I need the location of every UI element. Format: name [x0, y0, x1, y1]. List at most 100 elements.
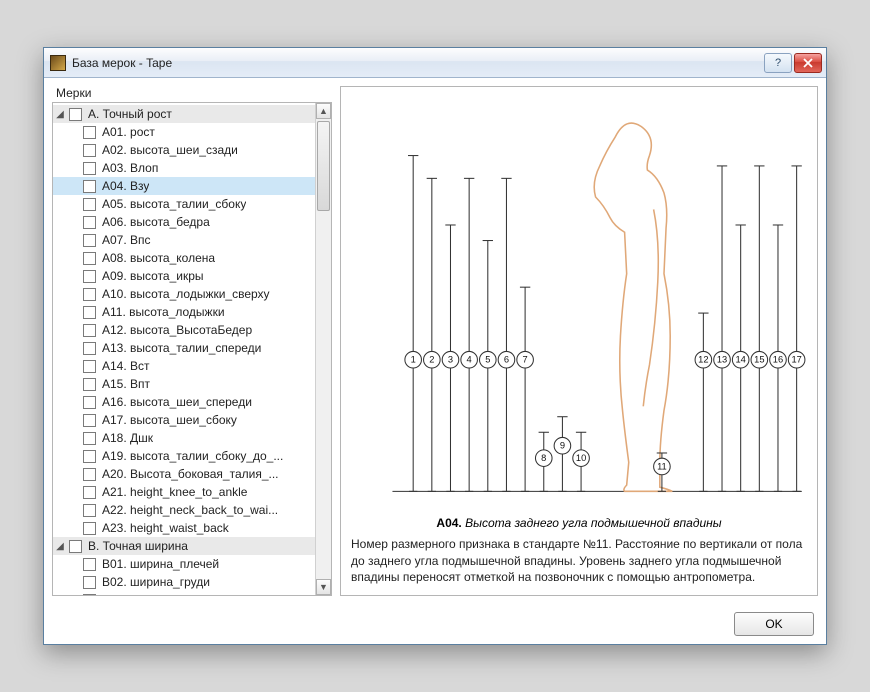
svg-text:15: 15 [754, 355, 764, 365]
checkbox[interactable] [83, 324, 96, 337]
checkbox[interactable] [83, 234, 96, 247]
checkbox[interactable] [83, 594, 96, 596]
svg-text:16: 16 [773, 355, 783, 365]
item-label: A04. Взу [102, 179, 149, 193]
svg-text:14: 14 [735, 355, 745, 365]
item-label: A05. высота_талии_сбоку [102, 197, 246, 211]
checkbox[interactable] [83, 270, 96, 283]
item-label: A02. высота_шеи_сзади [102, 143, 238, 157]
measurements-panel: Мерки ◢A. Точный рост A01. рост A02. высот… [52, 86, 332, 596]
tree-item[interactable]: A02. высота_шеи_сзади [53, 141, 315, 159]
item-label: A07. Впс [102, 233, 151, 247]
tree-item[interactable]: A14. Вст [53, 357, 315, 375]
checkbox[interactable] [83, 144, 96, 157]
item-label: A20. Высота_боковая_талия_... [102, 467, 279, 481]
scrollbar[interactable]: ▲ ▼ [315, 103, 331, 595]
tree-item[interactable]: A11. высота_лодыжки [53, 303, 315, 321]
tree-item[interactable]: A03. Влоп [53, 159, 315, 177]
checkbox[interactable] [83, 216, 96, 229]
item-label: A14. Вст [102, 359, 150, 373]
checkbox[interactable] [83, 378, 96, 391]
checkbox[interactable] [83, 522, 96, 535]
svg-text:5: 5 [485, 355, 490, 365]
scroll-down-button[interactable]: ▼ [316, 579, 331, 595]
checkbox[interactable] [83, 558, 96, 571]
svg-text:2: 2 [429, 355, 434, 365]
checkbox[interactable] [69, 108, 82, 121]
svg-text:11: 11 [657, 461, 667, 471]
tree-item[interactable]: A22. height_neck_back_to_wai... [53, 501, 315, 519]
checkbox[interactable] [83, 198, 96, 211]
item-label: B02. ширина_груди [102, 575, 210, 589]
item-label: A09. высота_икры [102, 269, 204, 283]
checkbox[interactable] [83, 126, 96, 139]
item-label: A23. height_waist_back [102, 521, 229, 535]
measurement-caption: A04. Высота заднего угла подмышечной впа… [351, 516, 807, 530]
item-label: A22. height_neck_back_to_wai... [102, 503, 278, 517]
item-label: A01. рост [102, 125, 155, 139]
tree-item[interactable]: A17. высота_шеи_сбоку [53, 411, 315, 429]
checkbox[interactable] [83, 396, 96, 409]
checkbox[interactable] [83, 342, 96, 355]
checkbox[interactable] [83, 306, 96, 319]
tree-item[interactable]: A21. height_knee_to_ankle [53, 483, 315, 501]
tree-item[interactable]: B01. ширина_плечей [53, 555, 315, 573]
checkbox[interactable] [83, 180, 96, 193]
checkbox[interactable] [83, 450, 96, 463]
checkbox[interactable] [69, 540, 82, 553]
checkbox[interactable] [83, 504, 96, 517]
tree-item[interactable]: A05. высота_талии_сбоку [53, 195, 315, 213]
tree-group[interactable]: ◢B. Точная ширина [53, 537, 315, 555]
tree-item[interactable]: A10. высота_лодыжки_сверху [53, 285, 315, 303]
item-label: A08. высота_колена [102, 251, 215, 265]
item-label: A16. высота_шеи_спереди [102, 395, 252, 409]
tree-item[interactable]: A18. Дшк [53, 429, 315, 447]
tree-group[interactable]: ◢A. Точный рост [53, 105, 315, 123]
tree-item[interactable]: A09. высота_икры [53, 267, 315, 285]
checkbox[interactable] [83, 576, 96, 589]
tree-item[interactable]: A04. Взу [53, 177, 315, 195]
ok-button[interactable]: OK [734, 612, 814, 636]
titlebar[interactable]: База мерок - Tape ? [44, 48, 826, 78]
dialog-footer: OK [44, 604, 826, 644]
measurement-diagram: 1234567891011121314151617 [351, 93, 807, 512]
tree-item[interactable]: A13. высота_талии_спереди [53, 339, 315, 357]
item-label: A15. Впт [102, 377, 150, 391]
close-button[interactable] [794, 53, 822, 73]
app-icon [50, 55, 66, 71]
checkbox[interactable] [83, 252, 96, 265]
panel-caption: Мерки [56, 86, 332, 100]
tree-item[interactable]: A08. высота_колена [53, 249, 315, 267]
tree-item[interactable]: A16. высота_шеи_спереди [53, 393, 315, 411]
svg-text:12: 12 [698, 355, 708, 365]
help-button[interactable]: ? [764, 53, 792, 73]
checkbox[interactable] [83, 288, 96, 301]
measurement-name: Высота заднего угла подмышечной впадины [465, 516, 721, 530]
tree-item[interactable]: A20. Высота_боковая_талия_... [53, 465, 315, 483]
scroll-up-button[interactable]: ▲ [316, 103, 331, 119]
tree-item[interactable]: A15. Впт [53, 375, 315, 393]
item-label: A19. высота_талии_сбоку_до_... [102, 449, 283, 463]
checkbox[interactable] [83, 360, 96, 373]
tree-item[interactable]: A07. Впс [53, 231, 315, 249]
tree-item[interactable]: A12. высота_ВысотаБедер [53, 321, 315, 339]
scroll-thumb[interactable] [317, 121, 330, 211]
tree-item[interactable]: B03. ширина_талии [53, 591, 315, 595]
tree-item[interactable]: B02. ширина_груди [53, 573, 315, 591]
diagram-svg: 1234567891011121314151617 [351, 93, 807, 512]
tree-item[interactable]: A23. height_waist_back [53, 519, 315, 537]
item-label: A13. высота_талии_спереди [102, 341, 261, 355]
checkbox[interactable] [83, 486, 96, 499]
checkbox[interactable] [83, 468, 96, 481]
tree-item[interactable]: A06. высота_бедра [53, 213, 315, 231]
item-label: A10. высота_лодыжки_сверху [102, 287, 270, 301]
measurement-code: A04. [436, 516, 461, 530]
checkbox[interactable] [83, 414, 96, 427]
tree-item[interactable]: A01. рост [53, 123, 315, 141]
item-label: A11. высота_лодыжки [102, 305, 225, 319]
checkbox[interactable] [83, 162, 96, 175]
svg-text:9: 9 [560, 441, 565, 451]
tree-item[interactable]: A19. высота_талии_сбоку_до_... [53, 447, 315, 465]
measurements-tree[interactable]: ◢A. Точный рост A01. рост A02. высота_шеи_… [53, 103, 315, 595]
checkbox[interactable] [83, 432, 96, 445]
